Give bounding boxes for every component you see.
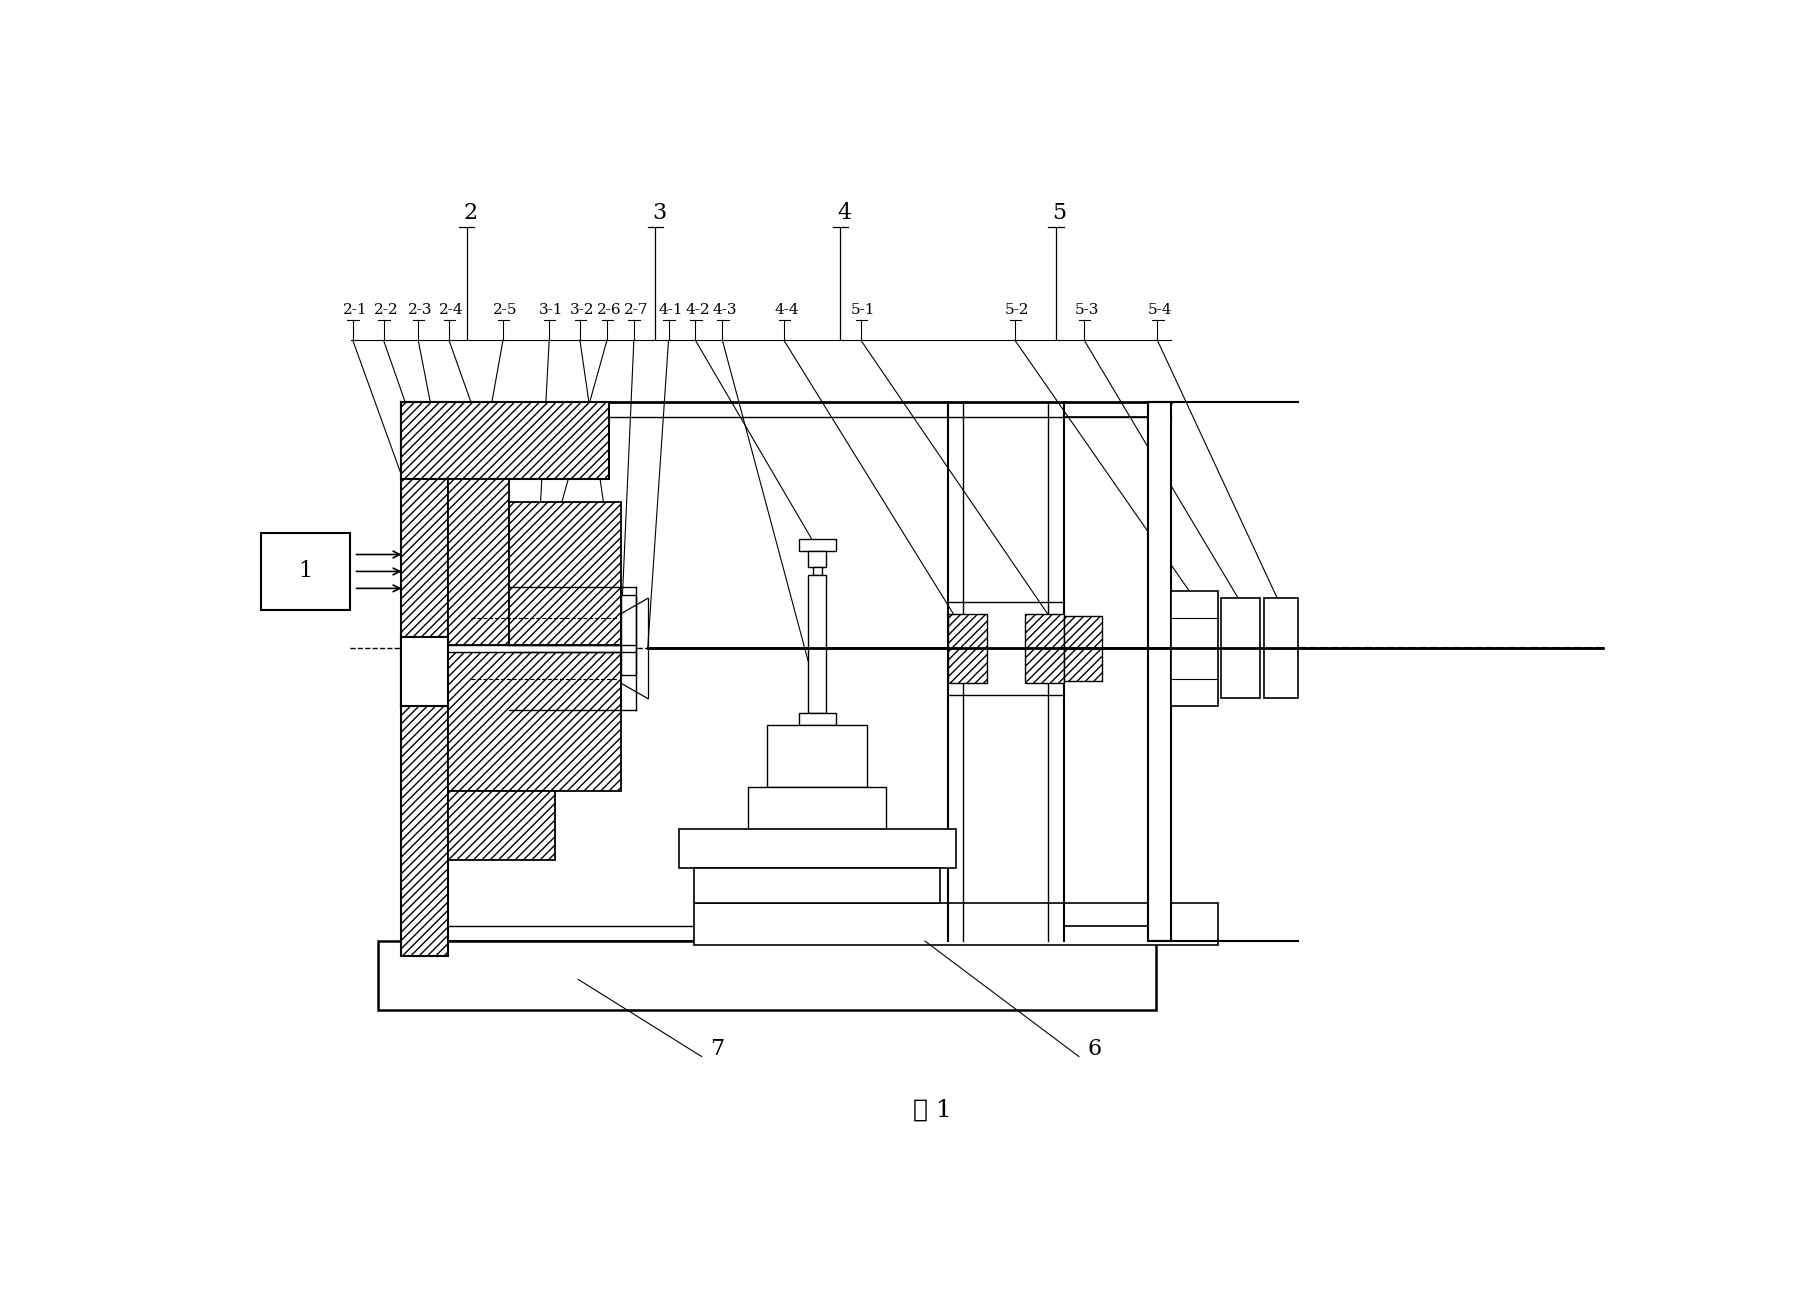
Bar — [678, 829, 955, 868]
Text: 2-7: 2-7 — [624, 302, 648, 316]
Bar — [799, 713, 835, 725]
Bar — [813, 567, 822, 575]
Text: 6: 6 — [1088, 1038, 1100, 1060]
Text: 5-2: 5-2 — [1006, 302, 1030, 316]
Text: 4-3: 4-3 — [713, 302, 737, 316]
Bar — [509, 502, 620, 645]
Text: 4-1: 4-1 — [658, 302, 684, 316]
Bar — [808, 551, 826, 567]
Bar — [1064, 616, 1102, 681]
Bar — [693, 868, 940, 903]
Text: 1: 1 — [298, 560, 313, 582]
Text: 3-2: 3-2 — [569, 302, 595, 316]
Bar — [447, 652, 620, 791]
Bar — [1026, 613, 1064, 684]
Text: 5-3: 5-3 — [1075, 302, 1099, 316]
Bar — [693, 903, 1217, 946]
Bar — [402, 402, 447, 956]
Bar — [948, 613, 986, 684]
Bar — [768, 725, 868, 787]
Bar — [262, 533, 349, 610]
Bar — [378, 942, 1155, 1010]
Text: 5: 5 — [1053, 202, 1066, 224]
Bar — [1221, 598, 1261, 699]
Text: 7: 7 — [709, 1038, 724, 1060]
Text: 5-4: 5-4 — [1148, 302, 1171, 316]
Text: 图 1: 图 1 — [913, 1099, 951, 1122]
Text: 2-6: 2-6 — [597, 302, 622, 316]
Text: 3-1: 3-1 — [538, 302, 564, 316]
Text: 4-2: 4-2 — [686, 302, 709, 316]
Bar — [402, 637, 447, 706]
Bar — [402, 402, 609, 479]
Bar — [447, 791, 555, 860]
Text: 4-4: 4-4 — [775, 302, 799, 316]
Bar — [799, 540, 835, 551]
Text: 3: 3 — [653, 202, 666, 224]
Bar — [1171, 590, 1217, 706]
Text: 2-3: 2-3 — [407, 302, 433, 316]
Text: 2-5: 2-5 — [493, 302, 518, 316]
Text: 5-1: 5-1 — [851, 302, 875, 316]
Bar — [447, 479, 509, 645]
Bar — [620, 594, 637, 676]
Text: 4: 4 — [837, 202, 851, 224]
Bar — [447, 645, 620, 652]
Bar — [808, 575, 826, 713]
Text: 2: 2 — [464, 202, 478, 224]
Bar — [1148, 402, 1171, 942]
Text: 2-1: 2-1 — [342, 302, 367, 316]
Bar — [748, 787, 886, 829]
Text: 2-2: 2-2 — [373, 302, 398, 316]
Text: 2-4: 2-4 — [438, 302, 464, 316]
Bar — [1264, 598, 1299, 699]
